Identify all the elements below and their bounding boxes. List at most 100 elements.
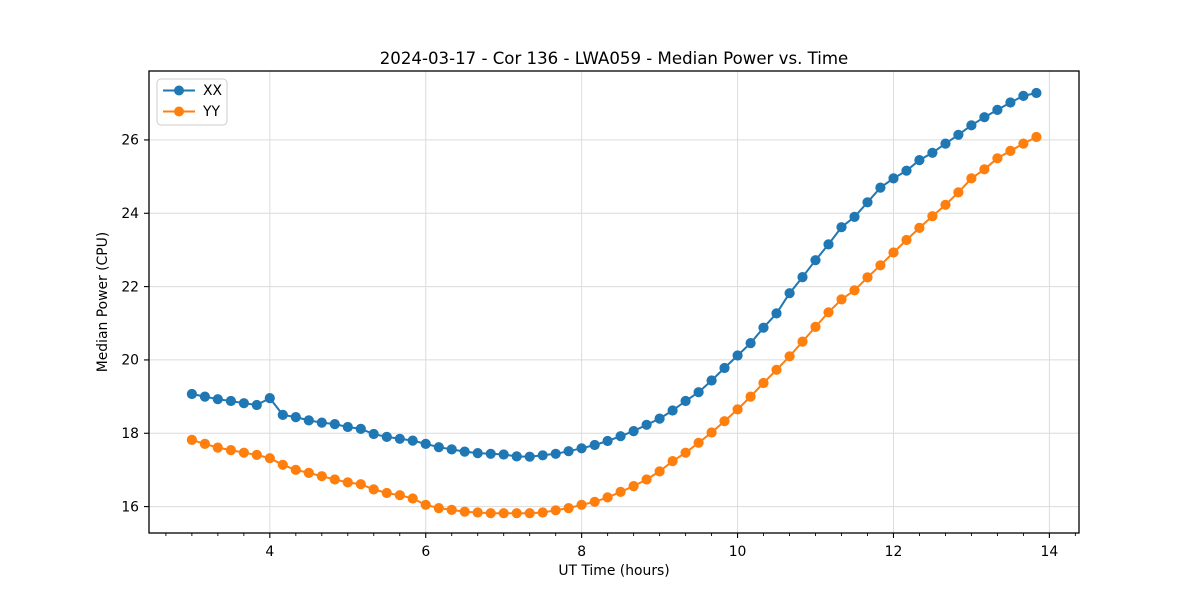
y-tick-label: 18 (121, 426, 139, 442)
data-point-marker (706, 427, 717, 438)
data-point-marker (901, 165, 912, 176)
data-point-marker (251, 449, 262, 460)
data-point-marker (602, 492, 613, 503)
data-point-marker (329, 419, 340, 430)
y-tick-label: 24 (121, 206, 139, 222)
data-point-marker (758, 322, 769, 333)
series-yy-line (191, 136, 1037, 515)
data-point-marker (732, 350, 743, 361)
data-point-marker (1031, 131, 1042, 143)
data-point-marker (901, 234, 912, 246)
data-point-marker (1018, 138, 1029, 149)
data-point-marker (914, 222, 925, 233)
data-point-marker (654, 466, 665, 477)
data-point-marker (251, 399, 262, 411)
data-point-marker (225, 445, 236, 456)
data-point-marker (433, 503, 444, 514)
data-point-marker (797, 272, 808, 283)
data-point-marker (368, 428, 379, 440)
data-point-marker (459, 446, 470, 457)
data-point-marker (719, 362, 730, 374)
data-point-marker (589, 496, 600, 507)
data-point-marker (745, 391, 756, 402)
legend-item-yy: YY (163, 104, 220, 120)
data-point-marker (485, 508, 496, 519)
data-point-marker (199, 391, 210, 402)
legend: XX YY (156, 78, 228, 126)
data-point-marker (992, 104, 1003, 115)
data-point-marker (888, 173, 899, 184)
data-point-marker (472, 448, 483, 459)
data-point-marker (1031, 87, 1042, 99)
data-point-marker (823, 307, 834, 318)
y-tick-label: 22 (121, 279, 139, 295)
data-point-marker (576, 443, 587, 454)
axes-layer: 4 6 8 10 12 14 16 18 20 22 24 26 (121, 133, 1076, 560)
data-point-marker (316, 471, 327, 482)
data-point-marker (654, 413, 665, 424)
data-point-marker (342, 477, 353, 488)
data-point-marker (927, 211, 938, 222)
data-point-marker (966, 120, 977, 131)
y-tick-label: 16 (121, 499, 139, 515)
data-point-marker (355, 479, 366, 490)
data-point-marker (303, 415, 314, 426)
data-point-marker (446, 444, 457, 455)
data-point-marker (862, 272, 873, 283)
data-point-marker (745, 338, 756, 349)
data-point-marker (810, 255, 821, 266)
data-point-marker (225, 395, 236, 407)
data-point-marker (979, 112, 990, 123)
data-point-marker (459, 506, 470, 517)
data-point-marker (563, 446, 574, 457)
data-point-marker (693, 437, 704, 448)
data-point-marker (641, 474, 652, 485)
data-point-marker (537, 507, 548, 518)
data-point-marker (394, 433, 405, 444)
legend-label-xx: XX (203, 83, 223, 99)
data-point-marker (212, 394, 223, 405)
legend-label-yy: YY (202, 104, 220, 120)
data-point-marker (823, 239, 834, 250)
legend-item-xx: XX (163, 83, 223, 99)
data-point-marker (628, 481, 639, 492)
data-point-marker (290, 412, 301, 423)
plot-border (148, 70, 1080, 534)
data-point-marker (1005, 145, 1016, 156)
data-point-marker (576, 499, 587, 510)
data-point-marker (238, 398, 249, 409)
series-xx-line (191, 92, 1037, 458)
data-point-marker (511, 508, 522, 519)
data-point-marker (420, 438, 431, 449)
data-point-marker (329, 474, 340, 485)
data-point-marker (602, 435, 613, 447)
legend-marker-yy-icon (174, 106, 184, 117)
data-point-marker (368, 484, 379, 495)
data-point-marker (420, 499, 431, 510)
series-layer (186, 87, 1042, 519)
data-point-marker (992, 153, 1003, 164)
data-point-marker (849, 285, 860, 296)
data-point-marker (264, 453, 275, 464)
data-point-marker (641, 419, 652, 430)
data-point-marker (914, 155, 925, 166)
data-point-marker (784, 288, 795, 299)
data-point-marker (524, 451, 535, 462)
data-point-marker (888, 247, 899, 258)
data-point-marker (277, 409, 288, 420)
y-tick-label: 26 (121, 133, 139, 149)
data-point-marker (615, 486, 626, 497)
data-point-marker (667, 456, 678, 467)
data-point-marker (511, 451, 522, 462)
data-point-marker (940, 199, 951, 210)
data-point-marker (979, 164, 990, 175)
x-tick-label: 4 (265, 544, 274, 560)
legend-marker-xx-icon (174, 85, 184, 96)
data-point-marker (680, 395, 691, 407)
x-tick-label: 14 (1041, 544, 1059, 560)
data-point-marker (303, 467, 314, 478)
grid-layer (149, 71, 1079, 533)
series-xx-markers (186, 87, 1042, 462)
